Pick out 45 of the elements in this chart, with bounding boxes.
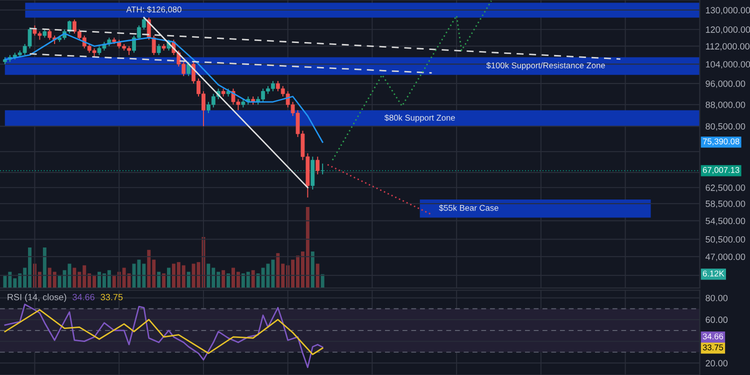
annotation: 33.75 bbox=[100, 294, 123, 300]
line-series bbox=[4, 309, 324, 356]
y-tick-label: 47,000.00 bbox=[706, 254, 746, 262]
band-label: $80k Support Zone bbox=[384, 114, 455, 122]
y-tick-label: 60.00 bbox=[706, 316, 728, 323]
y-tick-label: 112,000.00 bbox=[706, 43, 750, 51]
text: 33.75 bbox=[702, 344, 724, 350]
y-tick-label: 50,500.00 bbox=[706, 236, 746, 244]
y-tick-label: 88,000.00 bbox=[706, 102, 746, 110]
ref-line-label: 67,007.13 bbox=[702, 167, 740, 174]
y-tick-label: 96,000.00 bbox=[706, 80, 746, 88]
y-tick-label: 62,500.00 bbox=[706, 184, 746, 192]
y-tick-label: 58,500.00 bbox=[706, 200, 746, 208]
candlestick bbox=[316, 156, 320, 175]
y-tick-label: 80,500.00 bbox=[706, 123, 746, 131]
line-series bbox=[4, 304, 324, 368]
bar bbox=[251, 270, 255, 288]
y-tick-label: 54,500.00 bbox=[706, 218, 746, 226]
candlestick bbox=[186, 61, 191, 77]
y-tick-label: 130,000.00 bbox=[706, 7, 750, 14]
candlestick bbox=[320, 163, 325, 175]
candlestick bbox=[152, 35, 156, 56]
bar bbox=[157, 272, 161, 288]
band-label: $100k Support/Resistance Zone bbox=[486, 62, 605, 70]
text: 34.66 bbox=[702, 333, 724, 340]
text: 75,390.08 bbox=[702, 138, 740, 146]
bar bbox=[222, 270, 226, 288]
bar bbox=[310, 252, 314, 288]
bar bbox=[166, 268, 170, 288]
candlestick bbox=[156, 44, 161, 56]
bar bbox=[42, 248, 46, 288]
band-label: $55k Bear Case bbox=[439, 204, 498, 212]
bar bbox=[226, 273, 230, 288]
y-tick-label: 120,000.00 bbox=[706, 26, 750, 34]
annotation: 34.66 bbox=[72, 294, 94, 300]
band-label: ATH: $126,080 bbox=[126, 6, 182, 14]
bar bbox=[162, 273, 166, 288]
bar bbox=[320, 274, 324, 288]
chart-title: RSI (14, close) bbox=[8, 294, 66, 302]
bar bbox=[186, 272, 190, 288]
bar bbox=[316, 264, 320, 288]
text: 6.12K bbox=[702, 270, 724, 276]
y-tick-label: 80.00 bbox=[706, 294, 728, 302]
y-tick-label: 20.00 bbox=[706, 360, 728, 366]
y-tick-label: 104,000.00 bbox=[706, 61, 750, 69]
